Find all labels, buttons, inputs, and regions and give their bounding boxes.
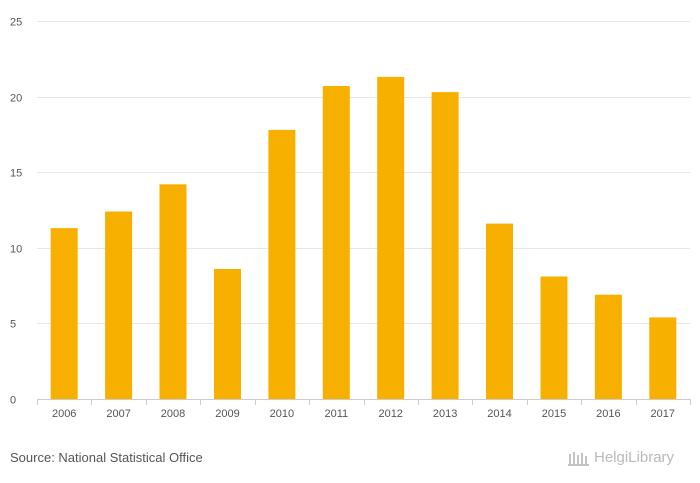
x-tick-label: 2008 (161, 408, 185, 420)
x-tick-label: 2013 (433, 408, 457, 420)
bar-2016 (594, 294, 622, 399)
bar-2014 (486, 223, 513, 399)
y-tick-label: 20 (10, 93, 22, 105)
bar-2007 (105, 211, 133, 399)
x-tick-label: 2017 (651, 408, 675, 420)
library-icon (568, 451, 589, 466)
x-tick-label: 2014 (487, 408, 511, 420)
x-tick-label: 2007 (106, 408, 130, 420)
brand-logo: HelgiLibrary (568, 449, 674, 466)
bar-2009 (214, 269, 241, 399)
source-note: Source: National Statistical Office (10, 450, 203, 465)
x-tick-label: 2015 (542, 408, 566, 420)
x-tick-label: 2010 (270, 408, 294, 420)
gridlines (37, 21, 690, 324)
bar-2013 (431, 92, 459, 399)
bar-2017 (649, 317, 677, 399)
x-tick-label: 2006 (52, 408, 76, 420)
x-tick-label: 2016 (596, 408, 620, 420)
bar-2008 (159, 184, 187, 399)
x-tick-label: 2011 (324, 408, 348, 420)
x-tick-label: 2012 (378, 408, 402, 420)
bar-2015 (540, 276, 568, 399)
y-axis-ticks: 0 5 10 15 20 25 (10, 17, 22, 407)
y-tick-label: 15 (10, 168, 22, 180)
bar-2006 (50, 228, 78, 399)
y-tick-label: 10 (10, 244, 22, 256)
bar-2012 (377, 76, 405, 400)
bar-2011 (322, 86, 350, 399)
x-tick-label: 2009 (215, 408, 239, 420)
brand-name: HelgiLibrary (594, 449, 675, 466)
bars (50, 76, 677, 400)
y-tick-label: 25 (10, 17, 22, 29)
x-axis: 2006 2007 2008 2009 2010 2011 2012 2013 2014 2015… (37, 399, 691, 420)
y-tick-label: 0 (10, 395, 16, 407)
y-tick-label: 5 (10, 319, 16, 331)
bar-2010 (268, 129, 296, 399)
